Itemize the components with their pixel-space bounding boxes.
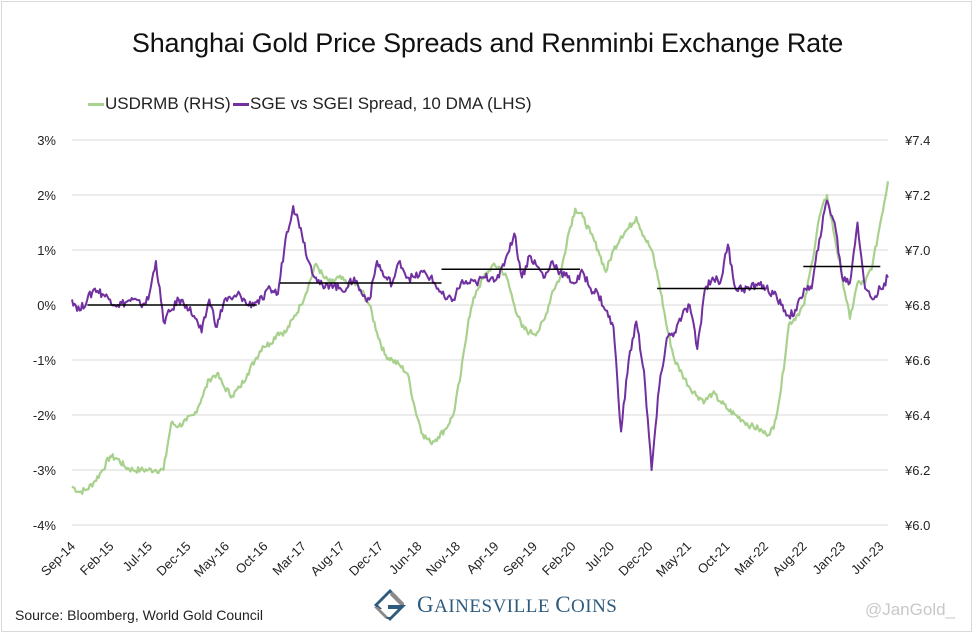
x-tick-label: May-21 <box>653 539 694 580</box>
y-left-tick-label: 2% <box>37 188 56 203</box>
y-left-tick-label: -3% <box>33 463 57 478</box>
series-usdrmb-line <box>71 181 890 495</box>
legend: USDRMB (RHS) SGE vs SGEI Spread, 10 DMA … <box>0 94 975 118</box>
x-tick-label: Apr-19 <box>463 539 501 577</box>
x-tick-label: Oct-16 <box>232 539 270 577</box>
x-tick-label: Sep-19 <box>500 539 540 579</box>
x-tick-label: Dec-15 <box>153 539 193 579</box>
legend-swatch-usdrmb <box>88 102 104 106</box>
x-tick-label: Jun-23 <box>848 539 887 578</box>
y-right-tick-label: ¥7.2 <box>904 188 930 203</box>
series-spread-line <box>71 199 889 471</box>
x-tick-label: Dec-20 <box>615 539 655 579</box>
y-right-tick-label: ¥7.0 <box>904 243 930 258</box>
x-tick-label: Aug-22 <box>769 539 809 579</box>
x-tick-label: Jul-20 <box>581 539 617 575</box>
x-tick-label: Mar-22 <box>731 539 771 579</box>
legend-label-usdrmb: USDRMB (RHS) <box>105 94 231 113</box>
logo-mark-icon <box>374 589 406 621</box>
x-tick-label: Nov-18 <box>423 539 463 579</box>
y-left-tick-label: 1% <box>37 243 56 258</box>
x-tick-label: Jul-15 <box>119 539 155 575</box>
x-tick-label: Jun-18 <box>386 539 425 578</box>
x-tick-label: Sep-14 <box>38 539 78 579</box>
x-tick-label: Aug-17 <box>307 539 347 579</box>
chart-title: Shanghai Gold Price Spreads and Renminbi… <box>131 28 844 58</box>
y-right-tick-label: ¥6.8 <box>904 298 930 313</box>
author-handle: @JanGold_ <box>864 600 955 619</box>
logo-text: GAINESVILLE COINS <box>417 592 618 617</box>
x-tick-label: Feb-15 <box>77 539 117 579</box>
y-left-tick-label: -4% <box>33 518 57 533</box>
y-left-tick-label: 3% <box>37 133 56 148</box>
legend-item-spread: SGE vs SGEI Spread, 10 DMA (LHS) <box>233 94 532 114</box>
x-tick-label: Oct-21 <box>694 539 732 577</box>
x-tick-label: Feb-20 <box>539 539 579 579</box>
y-left-tick-label: -1% <box>33 353 57 368</box>
x-tick-label: May-16 <box>191 539 232 580</box>
legend-swatch-spread <box>233 102 249 106</box>
x-tick-label: Mar-17 <box>269 539 309 579</box>
y-right-tick-label: ¥7.4 <box>904 133 930 148</box>
source-note: Source: Bloomberg, World Gold Council <box>15 607 263 623</box>
x-tick-label: Jan-23 <box>809 539 848 578</box>
y-right-tick-label: ¥6.0 <box>904 518 930 533</box>
y-right-tick-label: ¥6.4 <box>904 408 930 423</box>
y-right-tick-label: ¥6.2 <box>904 463 930 478</box>
y-left-tick-label: 0% <box>37 298 56 313</box>
y-right-tick-label: ¥6.6 <box>904 353 930 368</box>
y-left-tick-label: -2% <box>33 408 57 423</box>
legend-label-spread: SGE vs SGEI Spread, 10 DMA (LHS) <box>250 94 532 113</box>
legend-item-usdrmb: USDRMB (RHS) <box>88 94 231 114</box>
x-tick-label: Dec-17 <box>346 539 386 579</box>
gainesville-coins-logo: GAINESVILLE COINS <box>373 588 617 622</box>
